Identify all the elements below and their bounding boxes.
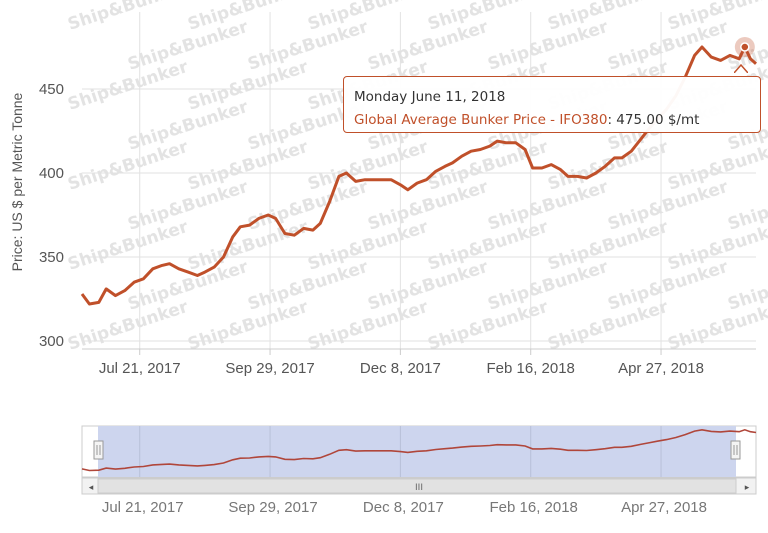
highlight-marker[interactable]: [734, 37, 755, 57]
tooltip-series-row: Global Average Bunker Price - IFO380: 47…: [354, 109, 760, 132]
tooltip: Monday June 11, 2018 Global Average Bunk…: [343, 76, 761, 133]
navigator-x-tick-label: Feb 16, 2018: [490, 499, 578, 516]
navigator-scrollbar[interactable]: ◂ ▸ III: [81, 477, 757, 495]
x-axis: Jul 21, 2017 Sep 29, 2017 Dec 8, 2017 Feb 1…: [99, 360, 704, 377]
navigator-x-tick-label: Sep 29, 2017: [228, 499, 317, 516]
y-axis-title: Price: US $ per Metric Tonne: [9, 92, 25, 271]
tooltip-value: : 475.00 $/mt: [607, 112, 700, 128]
navigator-x-axis: Jul 21, 2017 Sep 29, 2017 Dec 8, 2017 Feb 1…: [102, 499, 707, 516]
scrollbar-grip-icon[interactable]: III: [415, 483, 423, 493]
y-tick-label: 450: [39, 81, 64, 98]
y-tick-label: 300: [39, 333, 64, 350]
y-tick-label: 400: [39, 165, 64, 182]
x-tick-label: Feb 16, 2018: [487, 360, 575, 377]
tooltip-date: Monday June 11, 2018: [354, 89, 506, 105]
navigator-left-handle[interactable]: [93, 440, 104, 460]
navigator-line-path: [81, 428, 757, 472]
navigator-series-line: [81, 428, 757, 472]
plot-area: Ship&BunkerShip&BunkerShip&BunkerShip&Bu…: [65, 0, 768, 355]
x-tick-label: Sep 29, 2017: [225, 360, 314, 377]
scroll-left-arrow-icon[interactable]: ◂: [89, 483, 94, 493]
tooltip-series-name: Global Average Bunker Price - IFO380: [354, 112, 608, 128]
highlight-point: [740, 42, 750, 52]
scroll-right-arrow-icon[interactable]: ▸: [745, 483, 750, 493]
tooltip-pointer: [734, 63, 748, 73]
x-tick-label: Jul 21, 2017: [99, 360, 181, 377]
navigator-x-tick-label: Apr 27, 2018: [621, 499, 707, 516]
navigator[interactable]: ◂ ▸ III Jul 21, 2017 Sep 29, 2017 Dec 8, 2…: [81, 425, 757, 516]
navigator-right-handle[interactable]: [730, 440, 741, 460]
scrollbar-thumb[interactable]: [97, 478, 737, 494]
y-tick-label: 350: [39, 249, 64, 266]
x-tick-label: Apr 27, 2018: [618, 360, 704, 377]
x-tick-label: Dec 8, 2017: [360, 360, 441, 377]
navigator-x-tick-label: Dec 8, 2017: [363, 499, 444, 516]
y-axis: 300 350 400 450: [39, 81, 64, 350]
navigator-x-tick-label: Jul 21, 2017: [102, 499, 184, 516]
